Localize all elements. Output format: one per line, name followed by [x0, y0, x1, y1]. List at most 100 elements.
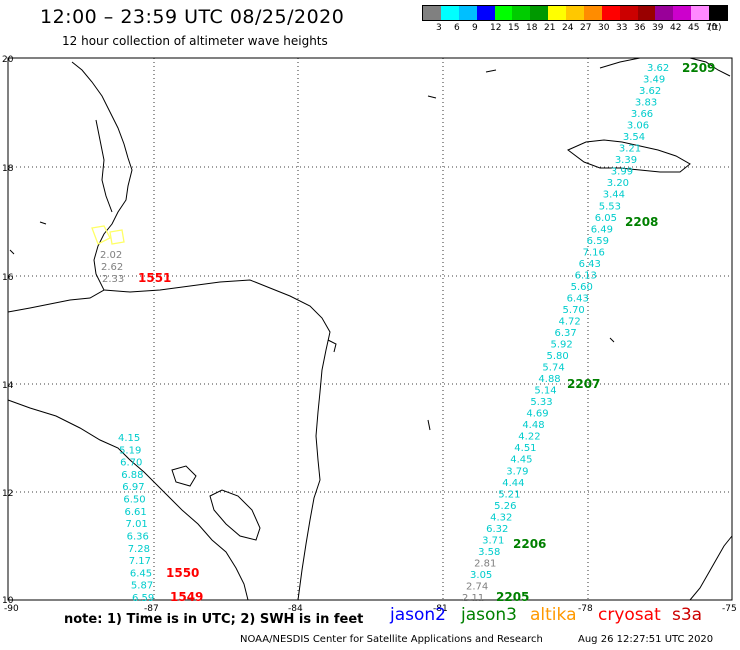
legend-label: 45: [688, 23, 700, 33]
wave-height-value: 6.50: [123, 495, 145, 506]
legend-swatch: [566, 6, 584, 20]
wave-height-value: 3.39: [615, 155, 637, 166]
legend-swatch: [655, 6, 674, 20]
wave-height-value: 6.13: [575, 270, 597, 281]
legend-label: 6: [454, 23, 460, 33]
wave-height-value: 5.70: [563, 305, 585, 316]
legend-label: 39: [652, 23, 664, 33]
map-frame: [7, 57, 733, 601]
lat-tick: 10: [2, 596, 14, 606]
wave-height-value: 4.15: [118, 433, 140, 444]
wave-height-value: 5.80: [546, 351, 568, 362]
wave-height-value: 5.92: [550, 340, 572, 351]
legend-label: 42: [670, 23, 682, 33]
legend-label: 30: [598, 23, 610, 33]
lon-tick: -90: [4, 604, 19, 614]
lat-tick: 18: [2, 164, 14, 174]
legend-unit: (ft): [708, 23, 722, 33]
wave-height-value: 5.74: [542, 363, 564, 374]
footer-note: note: 1) Time is in UTC; 2) SWH is in fe…: [64, 612, 364, 627]
legend-swatch: [619, 6, 638, 20]
legend-swatch: [583, 6, 602, 20]
legend-label: 27: [580, 23, 592, 33]
legend-swatch: [709, 6, 727, 20]
legend-label: 18: [526, 23, 538, 33]
wave-height-value: 5.26: [494, 501, 516, 512]
wave-height-value: 2.74: [466, 581, 488, 592]
lon-tick: -75: [722, 604, 737, 614]
wave-height-value: 6.05: [595, 213, 617, 224]
sat-s3a: s3a: [672, 605, 703, 625]
wave-height-value: 3.06: [627, 121, 649, 132]
time-label-1549: 1549: [170, 590, 203, 604]
wave-height-value: 2.81: [474, 558, 496, 569]
wave-height-value: 5.60: [571, 282, 593, 293]
legend-label: 15: [508, 23, 520, 33]
wave-height-value: 6.88: [121, 470, 143, 481]
wave-height-value: 5.87: [131, 581, 153, 592]
wave-height-value: 3.62: [647, 63, 669, 74]
legend-label: 36: [634, 23, 646, 33]
wave-height-value: 6.43: [567, 293, 589, 304]
time-label-2205: 2205: [496, 590, 529, 604]
wave-height-value: 4.45: [510, 455, 532, 466]
legend-swatch: [476, 6, 495, 20]
wave-height-value: 6.45: [130, 568, 152, 579]
lon-tick: -87: [144, 604, 159, 614]
time-label-1550: 1550: [166, 566, 199, 580]
legend-swatch: [494, 6, 513, 20]
legend-swatch: [673, 6, 692, 20]
wave-height-value: 3.05: [470, 570, 492, 581]
legend-swatch: [530, 6, 549, 20]
legend-swatch: [548, 6, 566, 20]
wave-height-value: 5.14: [534, 386, 556, 397]
time-label-2208: 2208: [625, 215, 658, 229]
legend-swatch: [423, 6, 441, 20]
wave-height-value: 6.43: [579, 259, 601, 270]
legend-swatch: [440, 6, 459, 20]
legend-swatch: [512, 6, 531, 20]
lat-tick: 16: [2, 273, 14, 283]
coastlines: [7, 57, 733, 601]
wave-height-value: 3.83: [635, 98, 657, 109]
lat-tick: 20: [2, 55, 14, 65]
sat-jason2: jason2: [390, 605, 446, 625]
lon-tick-labels: -90 -87 -84 -81 -78 -75: [4, 604, 737, 614]
wave-height-value: 5.53: [599, 201, 621, 212]
wave-height-value: 7.28: [128, 544, 150, 555]
wave-height-value: 6.36: [127, 531, 149, 542]
credit-timestamp: Aug 26 12:27:51 UTC 2020: [578, 634, 714, 645]
legend-swatch: [458, 6, 477, 20]
wave-height-value: 4.22: [518, 432, 540, 443]
wave-height-value: 4.44: [502, 478, 524, 489]
legend-label: 21: [544, 23, 556, 33]
wave-height-value: 3.66: [631, 109, 653, 120]
wave-height-value: 2.33: [102, 274, 124, 285]
color-legend: 3 6 9 12 15 18 21 24 27 30 33 36 39 42 45 70 (ft): [422, 5, 728, 35]
lat-tick: 12: [2, 489, 13, 499]
wave-height-value: 4.69: [526, 409, 548, 420]
wave-height-value: 7.17: [129, 556, 151, 567]
legend-swatch: [691, 6, 709, 20]
time-label-1551: 1551: [138, 271, 171, 285]
wave-height-value: 6.97: [122, 482, 144, 493]
wave-height-value: 3.54: [623, 132, 645, 143]
wave-height-value: 6.70: [120, 458, 142, 469]
wave-height-value: 3.99: [611, 167, 633, 178]
time-label-2207: 2207: [567, 377, 600, 391]
wave-height-value: 5.33: [530, 397, 552, 408]
north-track-values: 2.022.622.33: [100, 250, 124, 285]
wave-height-value: 3.79: [506, 466, 528, 477]
east-track-values: 3.623.493.623.833.663.063.543.213.393.99…: [462, 63, 669, 604]
wave-height-value: 2.11: [462, 593, 484, 604]
lon-tick: -81: [433, 604, 448, 614]
wave-height-value: 6.49: [591, 224, 613, 235]
wave-height-value: 5.21: [498, 489, 520, 500]
wave-height-value: 3.49: [643, 75, 665, 86]
wave-height-value: 2.02: [100, 250, 122, 261]
legend-label: 24: [562, 23, 574, 33]
map-title: 12:00 – 23:59 UTC 08/25/2020: [40, 6, 345, 28]
wave-height-value: 4.72: [559, 316, 581, 327]
sat-altika: altika: [530, 605, 577, 625]
